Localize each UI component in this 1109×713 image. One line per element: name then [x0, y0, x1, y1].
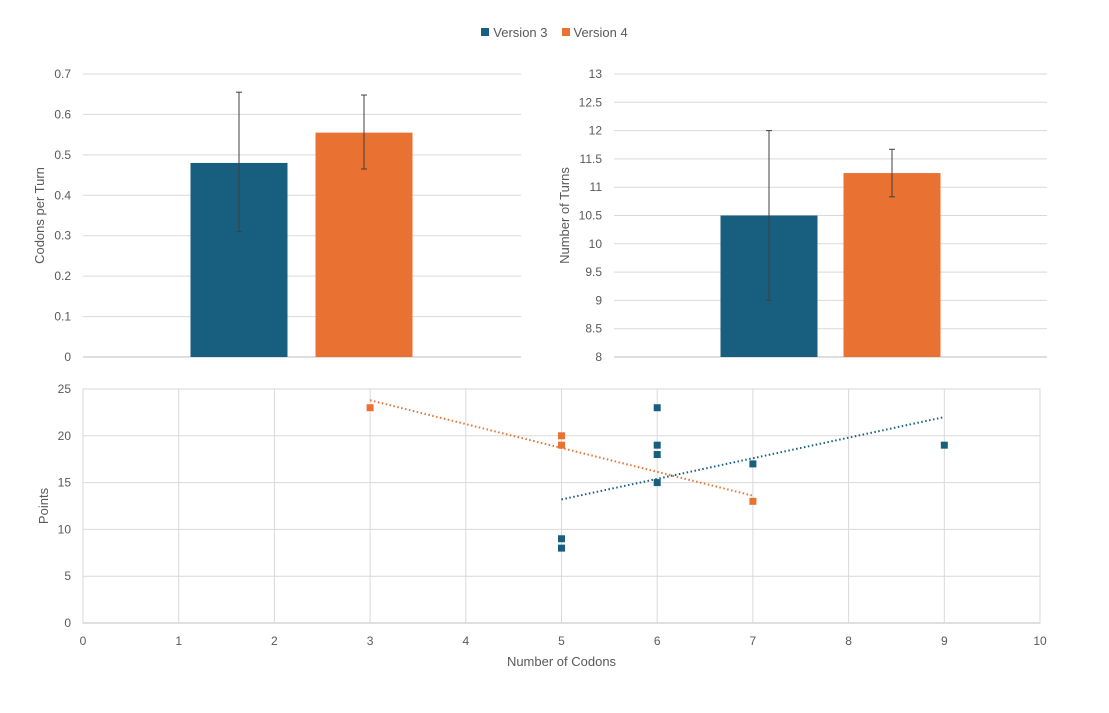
y-tick-label: 10.5: [579, 209, 603, 223]
point-version-4: [558, 441, 565, 449]
point-version-3: [653, 404, 661, 412]
legend-label-version-4: Version 4: [573, 24, 628, 40]
y-tick-label: 12: [589, 124, 603, 138]
y-tick-label: 11: [590, 180, 603, 194]
y-tick-label: 0.2: [54, 269, 71, 283]
legend-swatch-version-4: [561, 28, 570, 36]
y-axis-label: Number of Turns: [557, 167, 572, 264]
y-tick-label: 0: [64, 350, 71, 364]
trendline-version-3: [561, 416, 945, 501]
y-tick-label: 15: [58, 476, 72, 490]
x-axis-label: Number of Codons: [507, 654, 617, 669]
point-version-3: [653, 441, 661, 449]
chart-legend: Version 3 Version 4: [0, 22, 1109, 42]
y-tick-label: 0: [64, 616, 71, 630]
y-tick-label: 10: [589, 237, 603, 251]
y-axis-label: Codons per Turn: [32, 167, 47, 264]
legend-item-version-4: Version 4: [561, 24, 628, 40]
y-tick-label: 9: [595, 293, 602, 307]
bar-version-4: [843, 173, 941, 357]
y-tick-label: 8: [595, 350, 602, 364]
legend-swatch-version-3: [481, 28, 490, 36]
y-tick-label: 0.5: [54, 148, 71, 162]
x-tick-label: 7: [750, 634, 757, 648]
y-tick-label: 0.6: [54, 107, 71, 121]
y-tick-label: 20: [58, 429, 72, 443]
y-axis-label: Points: [36, 487, 51, 524]
x-tick-label: 9: [941, 634, 948, 648]
y-tick-label: 9.5: [585, 265, 602, 279]
number-of-turns-chart: 8 8.5 9 9.5 10 10.5 11 11.5 12 12.5 13 Number of Tu…: [557, 67, 1047, 364]
y-tick-label: 25: [58, 382, 72, 396]
point-version-3: [558, 535, 565, 543]
y-tick-label: 0.4: [54, 188, 71, 202]
point-version-3: [749, 460, 757, 468]
x-tick-label: 4: [462, 634, 469, 648]
codons-per-turn-chart: 0 0.1 0.2 0.3 0.4 0.5 0.6 0.7 Codons per Turn: [32, 67, 521, 364]
x-tick-label: 2: [271, 634, 278, 648]
point-version-3: [653, 479, 661, 487]
y-tick-label: 10: [58, 522, 72, 536]
point-version-4: [558, 432, 565, 440]
bar-version-4: [315, 132, 413, 357]
y-tick-label: 8.5: [585, 322, 602, 336]
legend-item-version-3: Version 3: [481, 24, 548, 40]
y-tick-label: 11.5: [580, 152, 603, 166]
y-tick-label: 0.1: [54, 310, 71, 324]
x-tick-label: 6: [654, 634, 661, 648]
points-scatter-chart: 0 5 10 15 20 25 0 1 2 3 4 5 6 7 8 9 10 Number of Codons Po…: [36, 382, 1047, 669]
x-tick-label: 10: [1033, 634, 1047, 648]
y-tick-label: 0.7: [54, 67, 71, 81]
x-tick-label: 8: [845, 634, 852, 648]
y-tick-label: 12.5: [579, 95, 603, 109]
x-tick-label: 3: [367, 634, 374, 648]
point-version-3: [558, 544, 565, 552]
legend-label-version-3: Version 3: [493, 24, 548, 40]
y-tick-label: 5: [64, 569, 71, 583]
x-tick-label: 1: [175, 634, 182, 648]
point-version-4: [366, 404, 374, 412]
x-tick-label: 5: [558, 634, 565, 648]
point-version-3: [940, 441, 948, 449]
y-tick-label: 0.3: [54, 229, 71, 243]
point-version-3: [653, 451, 661, 459]
x-tick-label: 0: [80, 634, 87, 648]
y-tick-label: 13: [589, 67, 603, 81]
point-version-4: [749, 497, 757, 505]
